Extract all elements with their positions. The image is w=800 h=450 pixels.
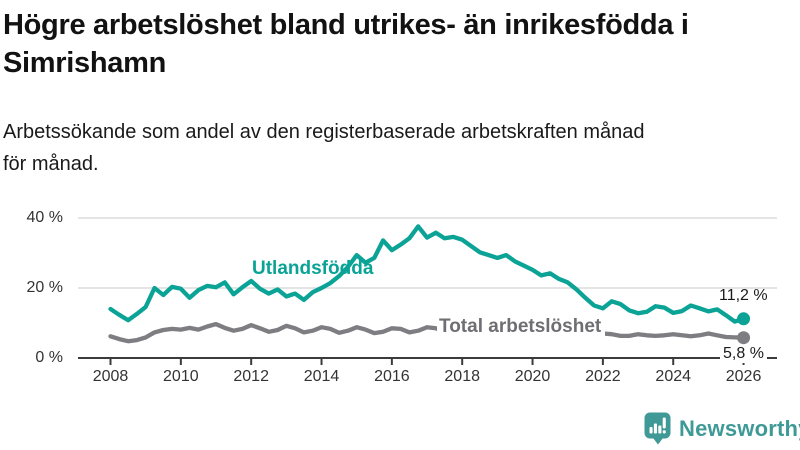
end-value-label-total: 5,8 %	[720, 345, 767, 363]
chart-title: Högre arbetslöshet bland utrikes- än inr…	[3, 6, 689, 82]
x-tick-label: 2008	[92, 368, 129, 385]
chart-subtitle: Arbetssökande som andel av den registerb…	[3, 116, 645, 180]
newsworthy-brand: Newsworthy	[644, 412, 800, 445]
y-tick-label-0: 0 %	[35, 349, 63, 366]
end-value-label-utlandsfodda: 11,2 %	[719, 287, 768, 304]
series-end-dot	[737, 331, 751, 345]
y-tick-label-40: 40 %	[26, 209, 63, 226]
series-label-utlandsfodda: Utlandsfödda	[252, 258, 374, 279]
series-line	[108, 321, 746, 344]
chart-subtitle-line2: för månad.	[3, 153, 99, 175]
y-tick-label-20: 20 %	[26, 279, 63, 296]
chart-subtitle-line1: Arbetssökande som andel av den registerb…	[3, 121, 645, 143]
x-tick-label: 2012	[233, 368, 269, 385]
x-tick-label: 2014	[303, 368, 340, 385]
chart-title-line1: Högre arbetslöshet bland utrikes- än inr…	[3, 9, 689, 41]
x-tick-label: 2026	[725, 368, 762, 385]
x-tick-label: 2016	[374, 368, 410, 385]
series-end-dot	[737, 312, 751, 326]
x-tick-label: 2022	[585, 368, 621, 385]
x-tick-label: 2010	[163, 368, 199, 385]
newsworthy-wordmark: Newsworthy	[679, 415, 800, 441]
series-label-total-arbetsloshet: Total arbetslöshet	[437, 316, 606, 340]
x-tick-label: 2018	[444, 368, 480, 385]
newsworthy-logo-icon	[644, 412, 671, 445]
chart-title-line2: Simrishamn	[3, 47, 166, 79]
x-tick-label: 2024	[655, 368, 692, 385]
x-tick-label: 2020	[514, 368, 551, 385]
series-line	[108, 224, 746, 324]
